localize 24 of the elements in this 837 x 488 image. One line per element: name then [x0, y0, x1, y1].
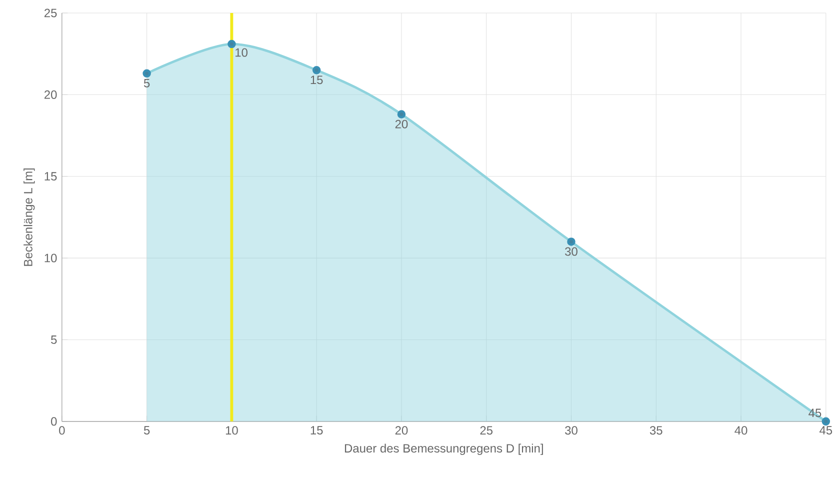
x-tick-label: 30 — [565, 426, 578, 434]
x-tick-label: 35 — [650, 426, 662, 434]
y-tick-label: 25 — [44, 8, 57, 18]
y-tick-label: 10 — [44, 254, 57, 262]
y-tick-label: 5 — [51, 335, 57, 344]
annotation: 10 — [236, 48, 248, 57]
x-tick-label: 20 — [395, 426, 408, 434]
annotation: 30 — [565, 247, 578, 256]
x-tick-label: 25 — [480, 426, 493, 434]
y-axis-title: Beckenlänge L [m] — [24, 168, 35, 266]
annotation: 5 — [144, 78, 150, 88]
y-tick-label: 20 — [44, 90, 57, 99]
x-tick-label: 45 — [820, 426, 832, 434]
x-tick-label: 15 — [310, 426, 323, 434]
y-tick-label: 0 — [51, 417, 57, 426]
x-tick-label: 40 — [734, 426, 748, 434]
annotation: 20 — [395, 120, 408, 128]
x-tick-label: 5 — [144, 426, 150, 434]
x-axis-title: Dauer des Bemessungregens D [min] — [344, 444, 543, 455]
y-tick-label: 15 — [44, 172, 57, 180]
annotation: 15 — [310, 76, 323, 84]
annotation: 45 — [808, 408, 822, 418]
x-tick-label: 0 — [59, 426, 65, 434]
x-tick-label: 10 — [226, 426, 238, 434]
